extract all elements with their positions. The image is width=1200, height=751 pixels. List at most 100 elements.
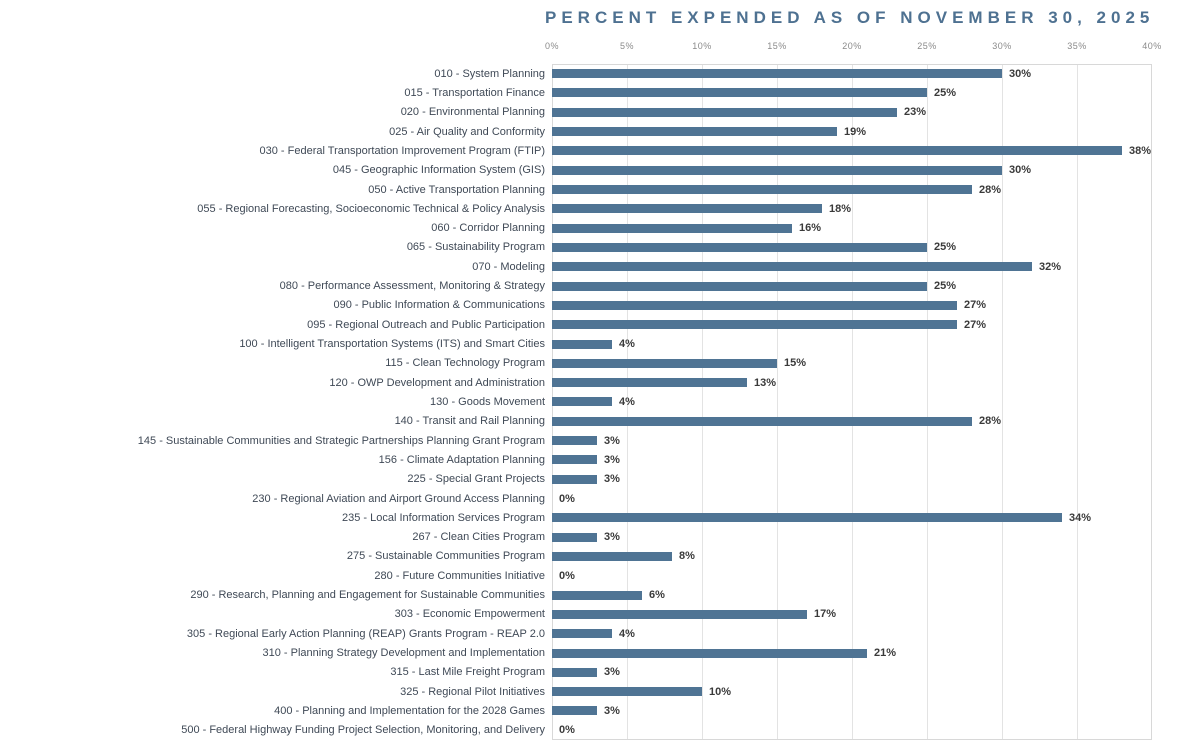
category-label: 050 - Active Transportation Planning	[368, 183, 545, 196]
value-label: 4%	[619, 338, 635, 351]
chart-row: 055 - Regional Forecasting, Socioeconomi…	[0, 199, 1200, 218]
chart-row: 280 - Future Communities Initiative 0%	[0, 566, 1200, 585]
bar-track: 32%	[552, 257, 1200, 276]
axis-tick-label: 0%	[544, 41, 560, 51]
bar[interactable]	[552, 300, 957, 310]
bar-track: 25%	[552, 238, 1200, 257]
bar[interactable]	[552, 436, 597, 446]
bar[interactable]	[552, 107, 897, 117]
bar[interactable]	[552, 706, 597, 716]
chart-row: 020 - Environmental Planning 23%	[0, 103, 1200, 122]
bar-track: 34%	[552, 508, 1200, 527]
bar[interactable]	[552, 629, 612, 639]
bar-track: 19%	[552, 122, 1200, 141]
bar[interactable]	[552, 358, 777, 368]
bar-track: 6%	[552, 585, 1200, 604]
value-label: 13%	[754, 376, 777, 389]
value-label: 10%	[709, 685, 732, 698]
category-label: 010 - System Planning	[434, 67, 545, 80]
bar[interactable]	[552, 223, 792, 233]
bar-track: 0%	[552, 566, 1200, 585]
chart-row: 315 - Last Mile Freight Program 3%	[0, 663, 1200, 682]
bar[interactable]	[552, 262, 1032, 272]
category-label: 060 - Corridor Planning	[431, 222, 545, 235]
chart-row: 090 - Public Information & Communication…	[0, 296, 1200, 315]
bar-track: 3%	[552, 663, 1200, 682]
bar-track: 25%	[552, 83, 1200, 102]
bar[interactable]	[552, 687, 702, 697]
category-label: 130 - Goods Movement	[430, 395, 545, 408]
bar[interactable]	[552, 378, 747, 388]
bar[interactable]	[552, 532, 597, 542]
bar[interactable]	[552, 185, 972, 195]
bar-track: 38%	[552, 141, 1200, 160]
category-label: 095 - Regional Outreach and Public Parti…	[307, 318, 545, 331]
category-label: 225 - Special Grant Projects	[407, 473, 545, 486]
chart-row: 500 - Federal Highway Funding Project Se…	[0, 721, 1200, 740]
axis-tick-label: 35%	[1067, 41, 1087, 51]
value-label: 19%	[844, 125, 867, 138]
bar[interactable]	[552, 590, 642, 600]
bar[interactable]	[552, 88, 927, 98]
chart-row: 080 - Performance Assessment, Monitoring…	[0, 276, 1200, 295]
bar[interactable]	[552, 146, 1122, 156]
bar-track: 30%	[552, 161, 1200, 180]
value-label: 4%	[619, 395, 635, 408]
chart-row: 230 - Regional Aviation and Airport Grou…	[0, 489, 1200, 508]
bar[interactable]	[552, 204, 822, 214]
bar[interactable]	[552, 455, 597, 465]
category-label: 065 - Sustainability Program	[406, 241, 545, 254]
value-label: 28%	[979, 183, 1002, 196]
bar[interactable]	[552, 648, 867, 658]
bar-track: 3%	[552, 450, 1200, 469]
value-label: 27%	[964, 299, 987, 312]
chart-row: 140 - Transit and Rail Planning 28%	[0, 412, 1200, 431]
bar[interactable]	[552, 281, 927, 291]
chart-row: 290 - Research, Planning and Engagement …	[0, 585, 1200, 604]
bar[interactable]	[552, 513, 1062, 523]
chart-row: 120 - OWP Development and Administration…	[0, 373, 1200, 392]
axis-tick-label: 30%	[992, 41, 1012, 51]
bar-track: 3%	[552, 431, 1200, 450]
bar[interactable]	[552, 667, 597, 677]
value-label: 4%	[619, 627, 635, 640]
value-label: 18%	[829, 202, 852, 215]
value-label: 6%	[649, 589, 665, 602]
bar-track: 30%	[552, 64, 1200, 83]
bar-track: 3%	[552, 528, 1200, 547]
bar[interactable]	[552, 127, 837, 137]
chart-row: 015 - Transportation Finance 25%	[0, 83, 1200, 102]
bar[interactable]	[552, 339, 612, 349]
chart-row: 325 - Regional Pilot Initiatives 10%	[0, 682, 1200, 701]
category-label: 045 - Geographic Information System (GIS…	[332, 164, 545, 177]
bar-track: 4%	[552, 624, 1200, 643]
axis-tick-label: 10%	[692, 41, 712, 51]
value-label: 8%	[679, 550, 695, 563]
bar[interactable]	[552, 69, 1002, 79]
bar[interactable]	[552, 242, 927, 252]
value-label: 0%	[559, 724, 575, 737]
bar-track: 4%	[552, 392, 1200, 411]
bar[interactable]	[552, 320, 957, 330]
bar[interactable]	[552, 165, 1002, 175]
bar[interactable]	[552, 416, 972, 426]
chart-row: 310 - Planning Strategy Development and …	[0, 643, 1200, 662]
bar-track: 15%	[552, 354, 1200, 373]
bar[interactable]	[552, 551, 672, 561]
category-label: 080 - Performance Assessment, Monitoring…	[279, 280, 545, 293]
category-label: 280 - Future Communities Initiative	[374, 569, 545, 582]
bar[interactable]	[552, 609, 807, 619]
bar[interactable]	[552, 474, 597, 484]
bar-track: 28%	[552, 412, 1200, 431]
value-label: 25%	[934, 86, 957, 99]
category-label: 055 - Regional Forecasting, Socioeconomi…	[197, 202, 545, 215]
value-label: 16%	[799, 222, 822, 235]
bar[interactable]	[552, 397, 612, 407]
category-label: 325 - Regional Pilot Initiatives	[400, 685, 545, 698]
category-label: 100 - Intelligent Transportation Systems…	[239, 338, 545, 351]
chart-rows: 010 - System Planning 30% 015 - Transpor…	[0, 64, 1200, 740]
bar-track: 4%	[552, 334, 1200, 353]
value-label: 25%	[934, 280, 957, 293]
value-label: 17%	[814, 608, 837, 621]
bar-track: 27%	[552, 315, 1200, 334]
